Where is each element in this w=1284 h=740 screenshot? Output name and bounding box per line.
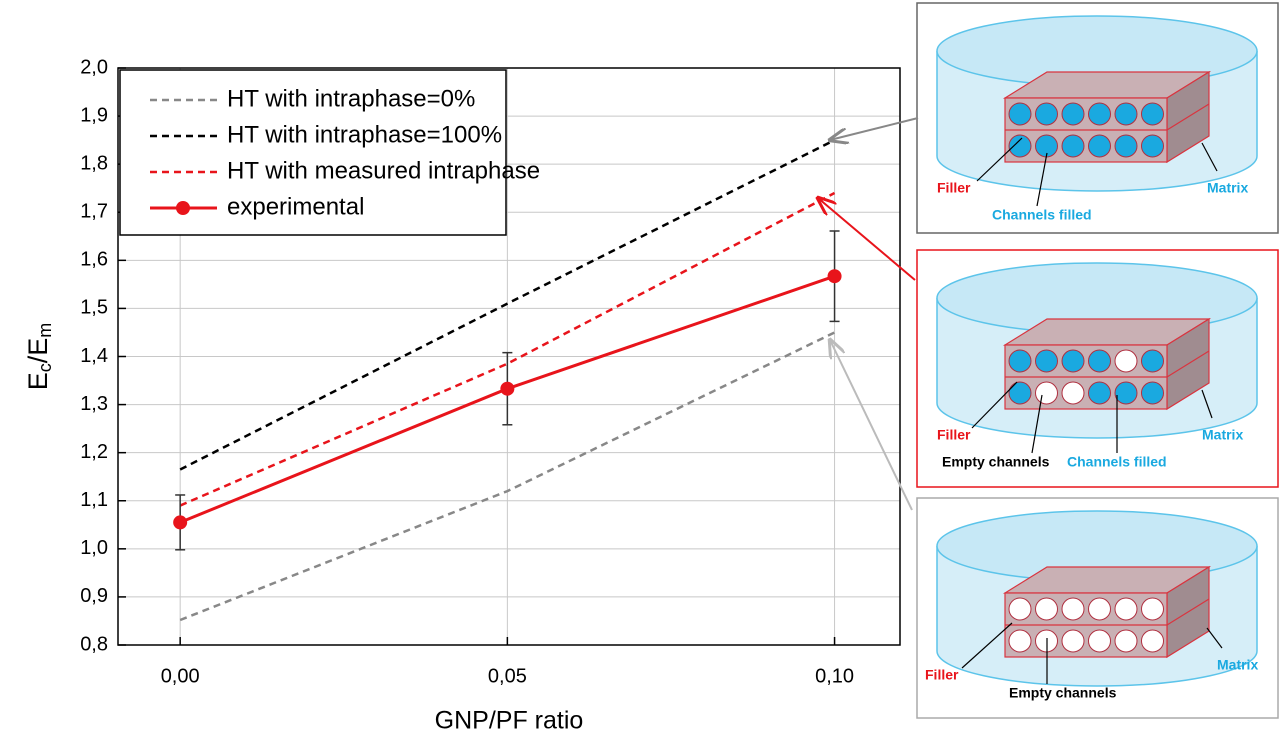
channel: [1141, 349, 1164, 373]
y-tick-label: 2,0: [80, 56, 108, 78]
channel: [1141, 134, 1164, 158]
y-tick-label: 1,2: [80, 441, 108, 463]
channel: [1088, 597, 1111, 621]
x-tick-label: 0,05: [488, 665, 527, 687]
y-axis-label-part: m: [35, 323, 55, 338]
filler-side-split: [1166, 350, 1210, 378]
channel: [1061, 134, 1085, 158]
arrow: [830, 117, 919, 140]
y-tick-label: 1,6: [80, 249, 108, 271]
diagram-label: Matrix: [1207, 180, 1248, 196]
channel: [1035, 597, 1058, 621]
channel: [1088, 102, 1111, 126]
diagram-label: Filler: [937, 427, 971, 443]
y-tick-label: 0,8: [80, 633, 108, 655]
channel: [1061, 381, 1085, 405]
diagram-label: Empty channels: [1009, 685, 1117, 701]
x-tick-label: 0,00: [161, 665, 200, 687]
y-axis-label-part: /E: [23, 338, 53, 364]
x-axis-label: GNP/PF ratio: [435, 707, 584, 735]
channel: [1088, 349, 1111, 373]
pointer-line: [1201, 142, 1218, 172]
pointer-line: [1036, 152, 1048, 207]
diagram-label: Filler: [937, 180, 971, 196]
channel: [1008, 102, 1032, 126]
diagram-panels: Filler Channels filled Matrix Filler Empty c…: [916, 2, 1279, 719]
arrow: [830, 340, 913, 511]
y-axis-label: Ec/Em: [23, 323, 55, 391]
y-tick-label: 1,4: [80, 345, 108, 367]
channel: [1008, 349, 1032, 373]
channel: [1114, 597, 1138, 621]
channel: [1008, 134, 1032, 158]
channel: [1114, 102, 1138, 126]
channel: [1088, 629, 1111, 653]
pointer-line: [961, 622, 1013, 669]
diagram-label: Empty channels: [942, 454, 1050, 470]
pointer-line: [1201, 389, 1213, 419]
arrow: [818, 198, 916, 281]
y-axis-label-part: E: [23, 372, 53, 390]
channel: [1141, 381, 1164, 405]
channel: [1008, 629, 1032, 653]
plot-area: 0,8 0,9 1,0 1,1 1,2 1,3 1,4 1,5 1,6 1,7 1,8 1,9 2,0 0…: [23, 56, 901, 735]
channel: [1141, 102, 1164, 126]
diagram-panel: Filler Empty channels Matrix: [916, 497, 1279, 719]
pointer-line: [976, 137, 1023, 182]
channel: [1114, 381, 1138, 405]
channel: [1008, 597, 1032, 621]
diagram-label: Filler: [925, 667, 959, 683]
channel: [1114, 629, 1138, 653]
series-line: [179, 191, 836, 507]
diagram-panel: Filler Channels filled Matrix: [916, 2, 1279, 234]
pointer-line: [971, 381, 1018, 429]
series-line: [179, 139, 836, 471]
plot-frame: [117, 67, 901, 646]
series-line: [179, 331, 836, 622]
y-tick-label: 1,9: [80, 104, 108, 126]
y-tick-label: 1,1: [80, 489, 108, 511]
diagram-panel: Filler Empty channels Channels filled Matri…: [916, 249, 1279, 488]
pointer-line: [1206, 627, 1223, 649]
legend-label: HT with intraphase=100%: [227, 121, 502, 148]
diagram-label: Channels filled: [992, 207, 1092, 223]
data-point: [500, 381, 515, 396]
y-tick-label: 1,0: [80, 537, 108, 559]
y-tick-label: 1,8: [80, 152, 108, 174]
channel: [1088, 381, 1111, 405]
legend-label: HT with intraphase=0%: [227, 85, 475, 112]
y-axis-label-part: c: [35, 363, 55, 372]
channel: [1061, 102, 1085, 126]
channel: [1141, 597, 1164, 621]
legend-label: HT with measured intraphase: [227, 157, 540, 184]
channel: [1114, 349, 1138, 373]
filler-side-split: [1166, 598, 1210, 626]
channel: [1035, 102, 1058, 126]
channel: [1008, 381, 1032, 405]
channel: [1061, 629, 1085, 653]
channel: [1035, 381, 1058, 405]
filler-side-split: [1166, 103, 1210, 131]
channel: [1088, 134, 1111, 158]
diagram-label: Matrix: [1217, 657, 1258, 673]
channel: [1061, 597, 1085, 621]
y-tick-label: 1,3: [80, 393, 108, 415]
channel: [1061, 349, 1085, 373]
y-tick-label: 0,9: [80, 585, 108, 607]
data-point: [173, 515, 188, 530]
channel: [1035, 349, 1058, 373]
channel: [1141, 629, 1164, 653]
y-tick-label: 1,7: [80, 201, 108, 223]
y-tick-label: 1,5: [80, 297, 108, 319]
diagram-label: Matrix: [1202, 427, 1243, 443]
diagram-label: Channels filled: [1067, 454, 1167, 470]
data-point: [827, 269, 842, 284]
x-tick-label: 0,10: [815, 665, 854, 687]
pointer-line: [1031, 394, 1043, 454]
channel: [1114, 134, 1138, 158]
legend-label: experimental: [227, 193, 364, 220]
legend-marker: [176, 201, 190, 215]
